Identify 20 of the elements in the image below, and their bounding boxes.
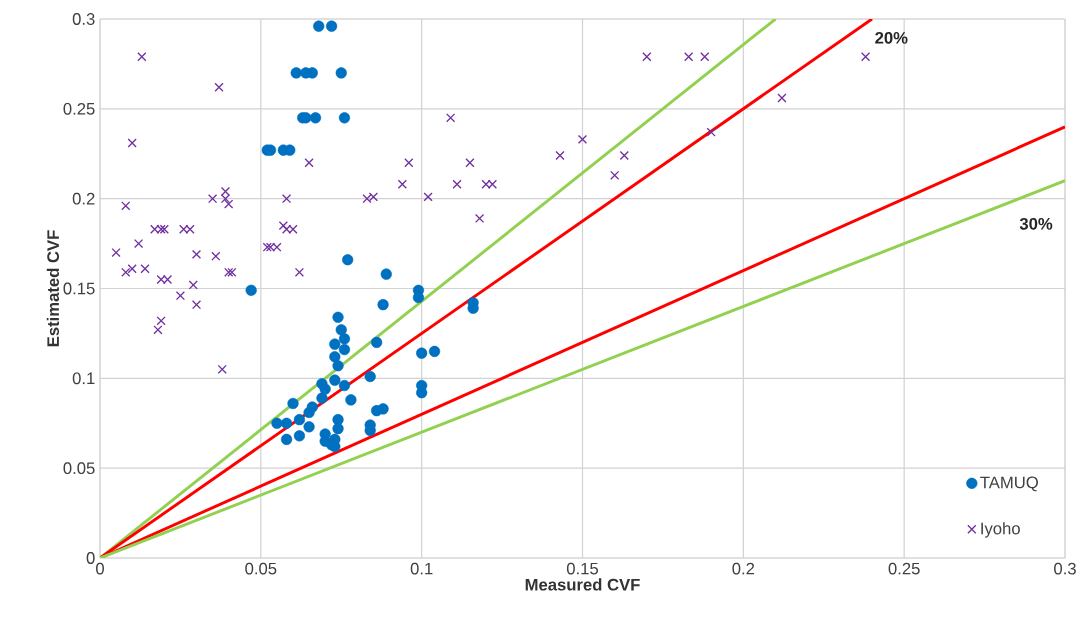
y-tick-label: 0.25	[63, 102, 95, 115]
x-tick-label: 0.05	[245, 562, 277, 575]
y-tick-label: 0.1	[72, 372, 95, 385]
legend-label: Iyoho	[981, 522, 1020, 538]
y-tick-label: 0.2	[72, 192, 95, 205]
x-tick-label: 0.25	[888, 562, 920, 575]
y-tick-label: 0.05	[63, 462, 95, 475]
y-tick-label: 0	[86, 552, 95, 564]
x-axis-title: Measured CVF	[525, 578, 640, 591]
y-tick-label: 0.15	[63, 282, 95, 295]
annotation: 20%	[875, 31, 908, 44]
x-tick-label: 0.2	[732, 562, 755, 575]
legend-label: TAMUQ	[980, 476, 1038, 492]
x-tick-label: 0	[96, 562, 104, 575]
x-tick-label: 0.3	[1054, 562, 1076, 575]
y-axis-title: Estimated CVF	[46, 230, 60, 347]
annotation: 30%	[1019, 217, 1053, 230]
y-tick-label: 0.3	[72, 13, 95, 25]
x-tick-label: 0.15	[566, 562, 599, 575]
x-tick-label: 0.1	[410, 562, 433, 575]
